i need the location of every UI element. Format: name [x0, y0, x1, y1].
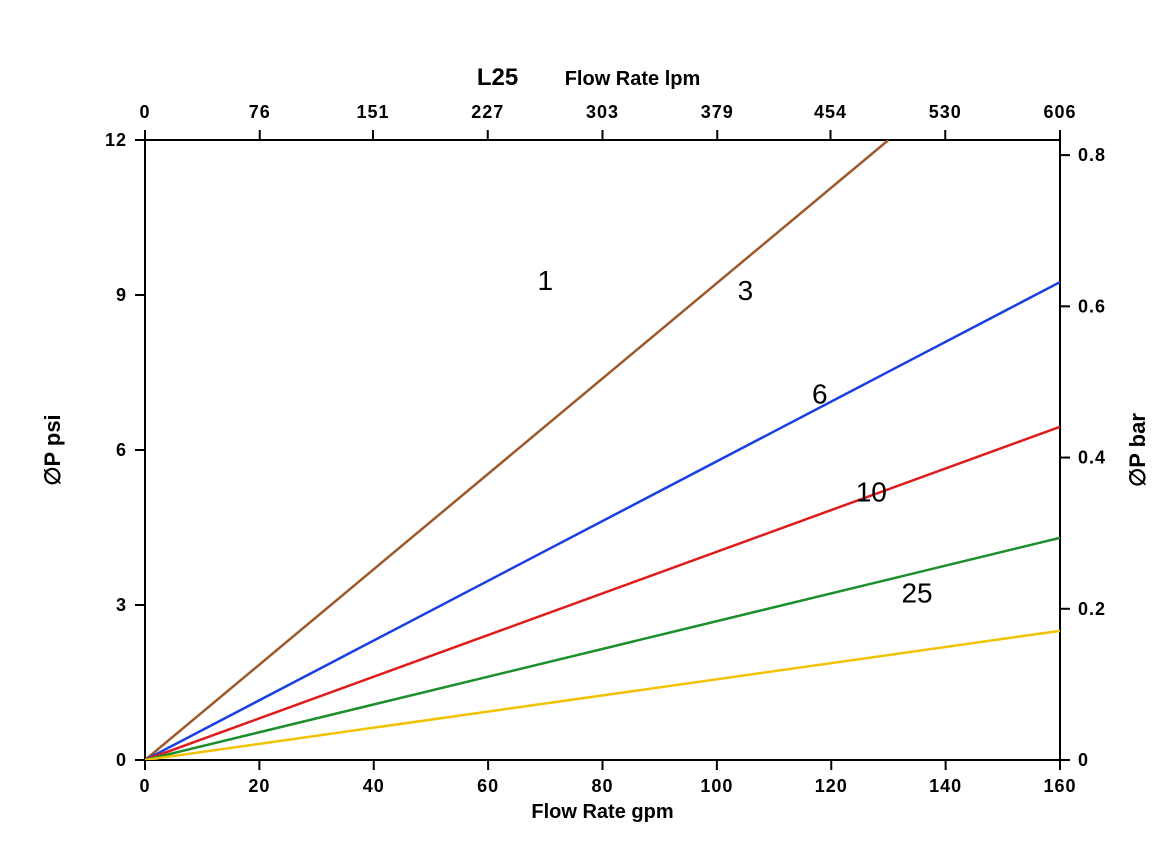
top-tick-label: 303 — [586, 102, 619, 122]
top-tick-label: 454 — [814, 102, 847, 122]
series-label-3: 3 — [738, 275, 754, 306]
bottom-axis-label: Flow Rate gpm — [531, 801, 673, 823]
top-tick-label: 606 — [1043, 102, 1076, 122]
bottom-tick-label: 80 — [591, 776, 613, 796]
top-tick-label: 0 — [139, 102, 150, 122]
series-label-6: 6 — [812, 379, 828, 410]
left-tick-label: 9 — [116, 285, 127, 305]
right-tick-label: 0.2 — [1078, 599, 1106, 619]
top-tick-label: 76 — [249, 102, 271, 122]
bottom-tick-label: 20 — [248, 776, 270, 796]
bottom-tick-label: 160 — [1043, 776, 1076, 796]
chart-title-top: Flow Rate lpm — [565, 68, 701, 90]
top-tick-label: 227 — [471, 102, 504, 122]
right-tick-label: 0 — [1078, 750, 1089, 770]
series-label-25: 25 — [901, 577, 932, 608]
series-label-1: 1 — [538, 265, 554, 296]
bottom-tick-label: 140 — [929, 776, 962, 796]
top-tick-label: 379 — [701, 102, 734, 122]
top-tick-label: 151 — [356, 102, 389, 122]
pressure-drop-chart: { "chart": { "type": "line", "width": 11… — [0, 0, 1170, 866]
right-tick-label: 0.6 — [1078, 296, 1106, 316]
chart-svg: 020406080100120140160Flow Rate gpm076151… — [0, 0, 1170, 866]
left-axis-label: ∅P psi — [40, 414, 65, 485]
left-tick-label: 0 — [116, 750, 127, 770]
top-tick-label: 530 — [929, 102, 962, 122]
right-tick-label: 0.4 — [1078, 448, 1106, 468]
right-axis-label: ∅P bar — [1125, 413, 1150, 487]
left-tick-label: 3 — [116, 595, 127, 615]
bottom-tick-label: 120 — [815, 776, 848, 796]
left-tick-label: 6 — [116, 440, 127, 460]
left-tick-label: 12 — [105, 130, 127, 150]
bottom-tick-label: 40 — [363, 776, 385, 796]
bottom-tick-label: 100 — [700, 776, 733, 796]
right-tick-label: 0.8 — [1078, 145, 1106, 165]
chart-title-l25: L25 — [477, 64, 518, 91]
bottom-tick-label: 60 — [477, 776, 499, 796]
series-label-10: 10 — [856, 477, 887, 508]
bottom-tick-label: 0 — [139, 776, 150, 796]
